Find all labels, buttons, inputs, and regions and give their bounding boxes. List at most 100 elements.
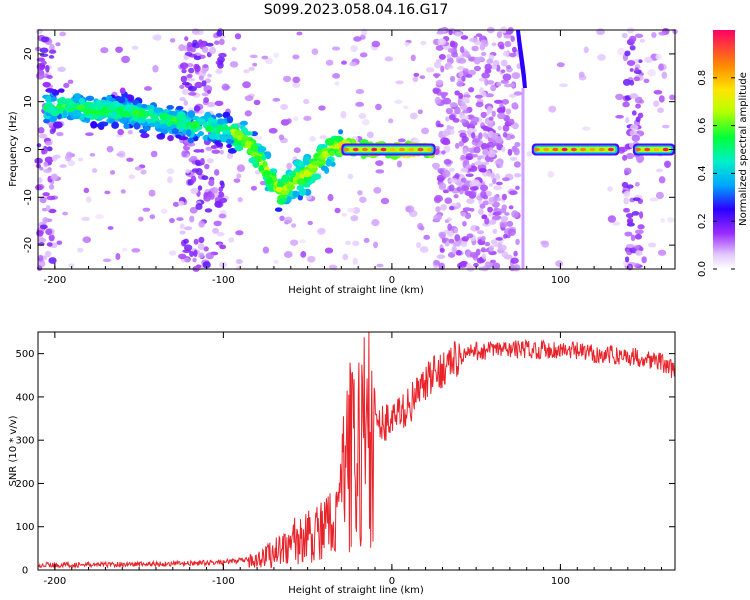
spectrogram-noise-blob <box>49 43 55 51</box>
spectrogram-noise-blob <box>359 196 367 203</box>
spectrogram-band-blob <box>182 249 192 254</box>
spectrogram-band-blob <box>502 132 508 138</box>
spectrogram-noise-blob <box>303 98 310 105</box>
spectrogram-band-blob <box>486 58 494 64</box>
spectrogram-ridge-blob <box>320 165 328 172</box>
spectrogram-noise-blob <box>639 38 645 43</box>
spectrogram-band-blob <box>460 167 469 173</box>
spectrogram-band-blob <box>179 97 186 102</box>
spectrogram-ridge-blob <box>296 178 306 186</box>
spectrogram-band-blob <box>469 251 479 259</box>
spectrogram-noise-blob <box>417 109 423 115</box>
spectrogram-band-blob <box>467 147 475 153</box>
spectrogram-noise-blob <box>250 185 258 191</box>
spectrogram-band-blob <box>181 150 188 158</box>
spectrogram-noise-blob <box>394 99 403 105</box>
spectrogram-ridge-blob <box>325 158 332 167</box>
spectrogram-band-blob <box>438 262 446 271</box>
spectrogram-band-blob <box>190 175 197 183</box>
spectrogram-band-blob <box>480 111 487 119</box>
spectrogram-band-blob <box>504 40 512 48</box>
spectrogram-band-blob <box>206 89 212 95</box>
spectrogram-band-blob <box>445 116 450 122</box>
spectrogram-band-blob <box>448 167 455 172</box>
spectrogram-ridge-blob <box>170 124 177 130</box>
spectrogram-noise-blob <box>166 168 175 175</box>
spectrogram-band-blob <box>485 93 494 98</box>
spectrogram-stable-peak <box>417 147 424 152</box>
spectrogram-noise-blob <box>578 71 585 78</box>
spectrogram-noise-blob <box>615 114 624 119</box>
spectrogram-band-blob <box>630 124 639 131</box>
spectrogram-band-blob <box>443 145 451 153</box>
spectrogram-ridge-blob <box>119 87 126 94</box>
spectrogram-band-blob <box>183 238 189 244</box>
spectrogram-band-blob <box>460 177 467 183</box>
spectrogram-noise-blob <box>363 237 370 243</box>
spectrogram-noise-blob <box>395 80 404 85</box>
spectrogram-stable-peak <box>607 147 614 152</box>
spectrogram-band-blob <box>458 140 465 147</box>
spectrogram-band-blob <box>626 184 634 189</box>
spectrogram-noise-blob <box>286 162 293 170</box>
colorbar-tick-label: 0.4 <box>697 165 708 181</box>
spectrogram-noise-blob <box>376 263 384 268</box>
spectrogram-noise-blob <box>607 215 617 223</box>
spectrogram-noise-blob <box>658 95 665 103</box>
spectrogram-band-blob <box>448 29 453 36</box>
spectrogram-noise-blob <box>280 103 289 111</box>
spectrogram-band-blob <box>48 257 57 264</box>
snr-series-line <box>37 331 676 570</box>
spectrogram-ridge-blob <box>85 95 95 101</box>
spectrogram-band-blob <box>511 46 517 53</box>
spectrogram-noise-blob <box>57 66 66 72</box>
snr-y-tick-label: 100 <box>15 522 34 533</box>
spectrogram-ridge-layer <box>42 30 675 269</box>
spectrogram-ridge-blob <box>159 112 169 120</box>
snr-y-tick-label: 0 <box>22 566 28 577</box>
spectrogram-band-blob <box>210 187 219 194</box>
spectrogram-band-blob <box>621 32 628 39</box>
spectrogram-band-blob <box>503 34 513 39</box>
spectrogram-band-blob <box>449 102 458 108</box>
spectrogram-noise-blob <box>67 79 74 84</box>
spectrogram-band-blob <box>440 137 449 145</box>
spectrogram-noise-blob <box>104 190 111 195</box>
colorbar-label: Normalized spectral amplitude <box>738 72 749 226</box>
spectrogram-noise-blob <box>242 81 251 89</box>
colorbar: 0.0 0.2 0.4 0.6 0.8 Normalized spectral ampl… <box>697 30 749 277</box>
spectrogram-noise-blob <box>355 89 365 95</box>
spectrogram-ridge-blob <box>303 169 311 178</box>
spectrogram-ridge-blob <box>136 118 147 123</box>
spectrogram-noise-blob <box>142 207 151 212</box>
spectrogram-noise-blob <box>340 110 347 119</box>
spectrogram-stable-peak <box>653 147 660 152</box>
spectrogram-band-blob <box>178 200 185 206</box>
spectrogram-noise-blob <box>131 45 139 50</box>
spectrogram-band-blob <box>484 63 492 71</box>
spectrogram-ridge-blob <box>79 97 85 105</box>
spectrogram-noise-blob <box>121 55 130 64</box>
spectrogram-ridge-blob <box>159 123 168 129</box>
spectrogram-band-blob <box>490 172 496 179</box>
spectrogram-band-blob <box>190 188 199 195</box>
spectrogram-ridge-blob <box>148 107 154 115</box>
spectrogram-band-blob <box>501 204 507 211</box>
spectrogram-noise-blob <box>261 55 269 60</box>
spectrogram-noise-blob <box>221 83 230 91</box>
spectrogram-noise-blob <box>623 197 629 205</box>
spectrogram-band-blob <box>448 238 455 244</box>
spectrogram-band-blob <box>189 215 195 223</box>
spectrogram-noise-blob <box>402 105 409 110</box>
spectrogram-noise-blob <box>655 53 663 60</box>
spectrogram-band-blob <box>444 197 453 204</box>
spectrogram-noise-blob <box>526 151 533 157</box>
spectrogram-band-blob <box>465 74 473 78</box>
spectrogram-band-blob <box>477 155 482 161</box>
spectrogram-noise-blob <box>583 46 589 54</box>
snr-axes: -200 -100 0 100 0 100 200 300 400 500 <box>15 332 675 587</box>
spectrogram-noise-blob <box>244 110 252 117</box>
spectrogram-band-blob <box>193 238 199 245</box>
spectrogram-band-blob <box>638 59 643 63</box>
spectrogram-band-blob <box>456 66 465 70</box>
